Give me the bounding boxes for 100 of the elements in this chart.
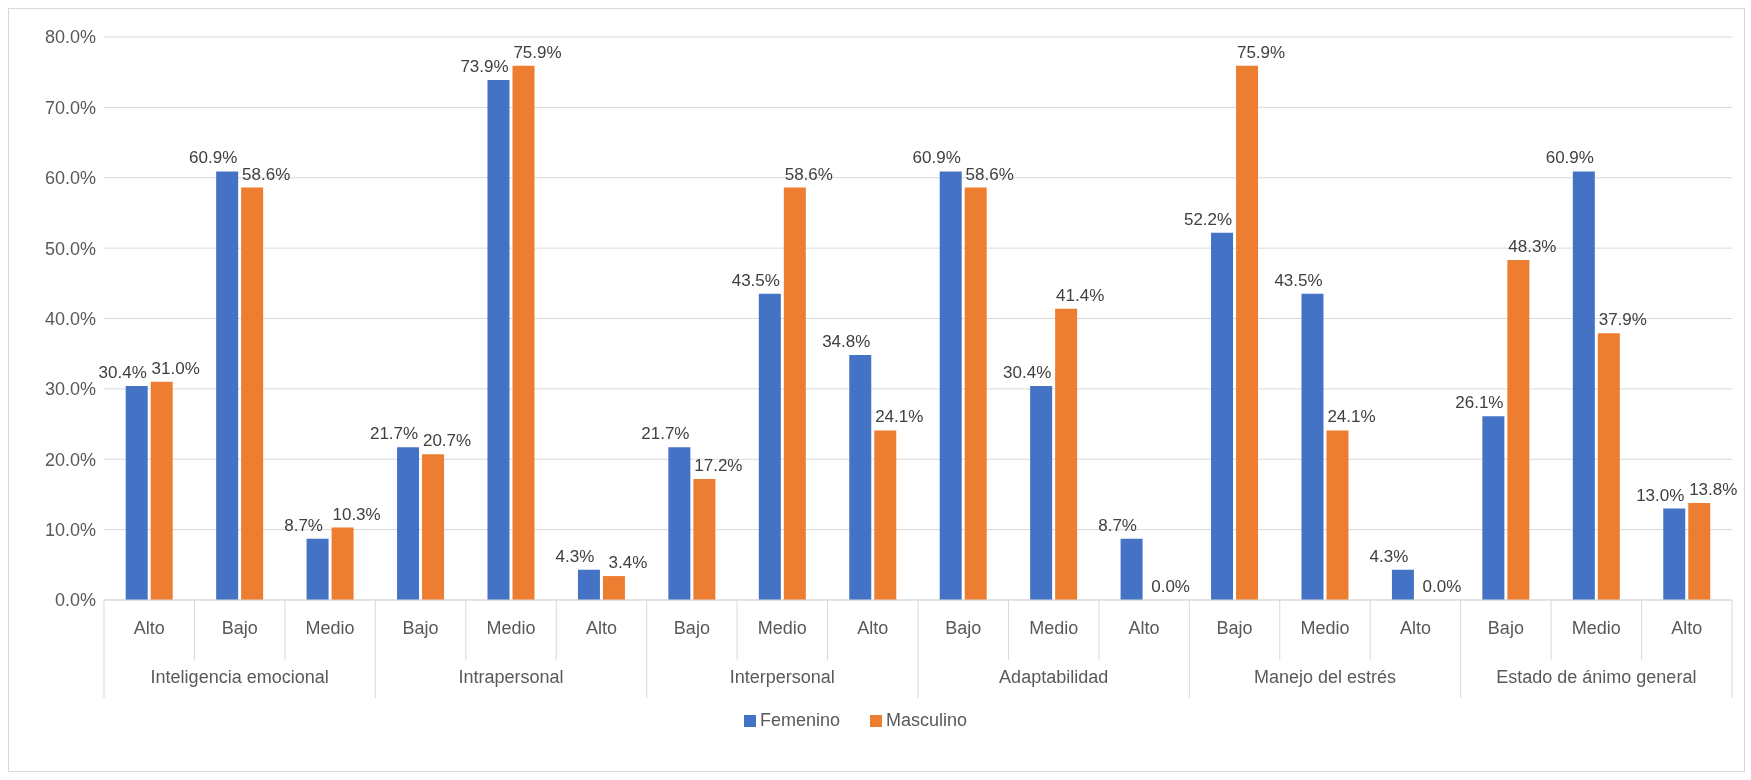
data-label: 60.9% <box>1545 148 1594 168</box>
text: Estado de ánimo general <box>1496 667 1697 687</box>
bar <box>216 171 239 600</box>
x-tick-label: Alto <box>1128 618 1160 638</box>
bar <box>783 187 806 600</box>
bar <box>1211 232 1234 600</box>
data-label: 3.4% <box>608 553 648 573</box>
y-tick-label: 10.0% <box>44 520 96 541</box>
text: Adaptabilidad <box>999 667 1109 687</box>
x-tick-label: Alto <box>133 618 165 638</box>
data-label: 60.9% <box>912 148 961 168</box>
x-tick-label: Alto <box>585 618 617 638</box>
x-tick-label: Medio <box>757 618 807 638</box>
x-tick-label: Alto <box>1671 618 1703 638</box>
data-label: 75.9% <box>1236 42 1286 62</box>
x-tick-label: Medio <box>305 618 355 638</box>
text: Intrapersonal <box>458 667 564 687</box>
x-tick-label: Bajo <box>1216 618 1253 638</box>
bar <box>1507 260 1530 600</box>
bar <box>964 187 987 600</box>
y-tick-label: 20.0% <box>44 449 96 470</box>
bar <box>306 538 329 600</box>
bar <box>487 79 510 600</box>
y-tick-label: 60.0% <box>44 168 96 189</box>
legend-label: Masculino <box>886 710 968 730</box>
data-label: 24.1% <box>875 407 924 427</box>
bar <box>1482 416 1505 600</box>
x-tick-label: Medio <box>486 618 536 638</box>
y-tick-label: 80.0% <box>44 27 96 48</box>
data-label: 17.2% <box>694 455 743 475</box>
bar <box>1326 430 1349 600</box>
x-tick-label: Medio <box>1300 618 1350 638</box>
data-label: 75.9% <box>513 42 562 62</box>
data-label: 73.9% <box>460 56 509 76</box>
x-tick-label: Bajo <box>945 618 982 638</box>
data-label: 31.0% <box>151 358 200 378</box>
y-tick-label: 50.0% <box>44 238 96 259</box>
data-label: 58.6% <box>965 164 1014 184</box>
data-label: 41.4% <box>1056 285 1105 305</box>
x-tick-label: Medio <box>1571 618 1621 638</box>
bar <box>512 65 535 600</box>
y-tick-label: 40.0% <box>44 308 96 329</box>
data-label: 58.6% <box>784 164 833 184</box>
bar <box>150 381 173 600</box>
data-label: 8.7% <box>284 515 323 535</box>
bar <box>939 171 962 600</box>
data-label: 37.9% <box>1598 310 1647 330</box>
x-tick-label: Medio <box>1029 618 1079 638</box>
bar <box>1055 308 1078 600</box>
bar <box>1120 538 1143 600</box>
x-tick-label: Bajo <box>402 618 439 638</box>
data-label: 21.7% <box>369 424 419 444</box>
bar <box>397 447 420 600</box>
bar <box>1688 502 1711 600</box>
data-label: 21.7% <box>641 424 690 444</box>
y-tick-label: 70.0% <box>44 97 96 118</box>
text: Inteligencia emocional <box>150 667 329 687</box>
text: Manejo del estrés <box>1253 667 1397 687</box>
data-label: 48.3% <box>1508 237 1557 257</box>
data-label: 60.9% <box>189 148 238 168</box>
bar <box>1572 171 1595 600</box>
bar <box>1597 333 1620 600</box>
data-label: 13.8% <box>1689 479 1738 499</box>
bar <box>1236 65 1259 600</box>
data-label: 43.5% <box>1274 270 1323 290</box>
bar <box>1301 293 1324 600</box>
data-label: 0.0% <box>1422 576 1462 596</box>
data-label: 30.4% <box>98 363 147 383</box>
x-tick-label: Bajo <box>1487 618 1524 638</box>
x-tick-label: Alto <box>1399 618 1431 638</box>
x-tick-label: Alto <box>857 618 889 638</box>
data-label: 26.1% <box>1455 393 1504 413</box>
text: Interpersonal <box>729 667 835 687</box>
bar <box>758 293 781 600</box>
data-label: 13.0% <box>1636 485 1685 505</box>
data-label: 34.8% <box>822 332 871 352</box>
data-label: 8.7% <box>1098 515 1137 535</box>
data-label: 4.3% <box>555 546 595 566</box>
bar <box>331 527 354 600</box>
data-label: 43.5% <box>731 270 780 290</box>
bar <box>602 576 625 600</box>
data-label: 30.4% <box>1003 363 1052 383</box>
y-tick-label: 30.0% <box>44 379 96 400</box>
bar <box>693 478 716 600</box>
bar <box>125 386 148 600</box>
bar <box>1391 569 1414 600</box>
data-label: 10.3% <box>332 504 381 524</box>
data-label: 52.2% <box>1183 209 1233 229</box>
x-tick-label: Bajo <box>221 618 258 638</box>
data-label: 58.6% <box>242 164 291 184</box>
data-label: 20.7% <box>422 431 472 451</box>
y-tick-label: 0.0% <box>54 590 96 611</box>
bar <box>241 187 264 600</box>
x-tick-label: Bajo <box>673 618 710 638</box>
data-label: 24.1% <box>1327 407 1376 427</box>
bar <box>422 454 445 600</box>
legend-label: Femenino <box>759 710 840 730</box>
bar <box>577 569 600 600</box>
bar <box>1663 508 1686 600</box>
data-label: 4.3% <box>1369 546 1409 566</box>
